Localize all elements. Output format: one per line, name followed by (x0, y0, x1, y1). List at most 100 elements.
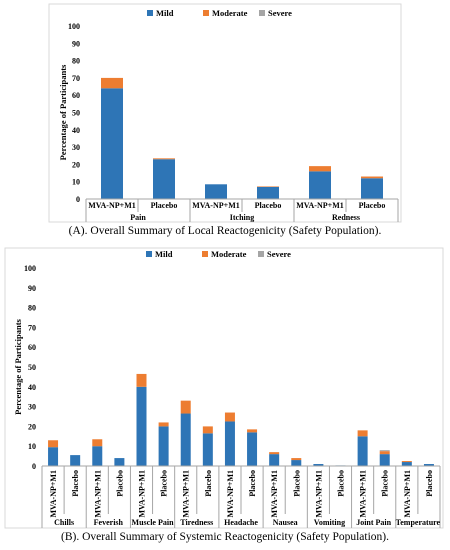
local-bar-mild (153, 159, 175, 199)
systemic-legend-swatch-mild (146, 251, 152, 257)
systemic-category-label: MVA-NP+M1 (49, 470, 58, 518)
systemic-bar-mild (224, 421, 235, 466)
systemic-category-label: Placebo (204, 470, 213, 497)
systemic-bar-mild (313, 464, 324, 466)
local-y-tick-label: 50 (72, 109, 80, 118)
local-legend-swatch-severe (259, 10, 265, 16)
systemic-group-label: Feverish (94, 518, 124, 527)
local-y-tick-label: 90 (72, 39, 80, 48)
systemic-y-tick-label: 30 (28, 403, 36, 412)
local-category-label: Placebo (151, 201, 178, 210)
chart-caption-systemic: (B). Overall Summary of Systemic Reactog… (61, 531, 389, 543)
systemic-bar-mild (379, 454, 390, 466)
systemic-bar-severe (379, 450, 390, 452)
systemic-category-label: Placebo (248, 470, 257, 497)
systemic-bar-mild (247, 432, 258, 466)
systemic-category-label: Placebo (381, 470, 390, 497)
local-bar-mild (205, 184, 227, 199)
systemic-bar-mild (114, 458, 125, 466)
systemic-bar-moderate (291, 458, 302, 461)
systemic-legend-label-severe: Severe (267, 249, 291, 259)
systemic-bar-moderate (357, 430, 368, 437)
systemic-bar-mild (291, 460, 302, 466)
systemic-y-tick-label: 70 (28, 323, 36, 332)
local-y-tick-label: 20 (72, 160, 80, 169)
systemic-bar-moderate (158, 422, 169, 427)
local-reactogenicity-chart: Mild Moderate Severe Percentage of Particip… (48, 3, 402, 223)
systemic-bar-moderate (180, 400, 191, 414)
systemic-bar-moderate (202, 426, 213, 434)
local-legend-swatch-mild (147, 10, 153, 16)
local-legend-label-mild: Mild (156, 8, 174, 18)
systemic-legend-swatch-moderate (202, 251, 208, 257)
local-y-tick-label: 60 (72, 91, 80, 100)
local-category-label: MVA-NP+M1 (192, 201, 240, 210)
local-bar-mild (101, 88, 123, 199)
local-bar-moderate (361, 176, 383, 179)
systemic-y-tick-label: 90 (28, 284, 36, 293)
local-y-tick-label: 40 (72, 126, 80, 135)
local-category-label: MVA-NP+M1 (88, 201, 136, 210)
systemic-group-label: Headache (224, 518, 258, 527)
systemic-bar-moderate (269, 452, 280, 455)
systemic-category-label: Placebo (160, 470, 169, 497)
local-bar-moderate (309, 166, 331, 172)
systemic-bar-moderate (379, 451, 390, 455)
systemic-legend-label-mild: Mild (155, 249, 173, 259)
systemic-category-label: Placebo (337, 470, 346, 497)
systemic-reactogenicity-chart: Mild Moderate Severe Percentage of Particip… (4, 247, 444, 529)
systemic-bar-mild (423, 464, 434, 466)
local-bar-mild (361, 178, 383, 199)
chart-panel-local: Mild Moderate Severe Percentage of Particip… (0, 0, 450, 244)
systemic-y-tick-label: 10 (28, 442, 36, 451)
systemic-bar-mild (158, 426, 169, 466)
systemic-bar-mild (180, 413, 191, 466)
systemic-category-label: MVA-NP+M1 (359, 470, 368, 518)
local-bar-mild (257, 186, 279, 199)
systemic-bar-mild (136, 386, 147, 466)
systemic-bar-moderate (48, 440, 59, 448)
systemic-category-label: MVA-NP+M1 (93, 470, 102, 518)
systemic-bar-moderate (92, 439, 103, 447)
systemic-bar-moderate (224, 412, 235, 422)
systemic-category-label: MVA-NP+M1 (226, 470, 235, 518)
systemic-bar-mild (70, 455, 81, 466)
local-legend-swatch-moderate (203, 10, 209, 16)
systemic-bar-mild (401, 462, 412, 466)
systemic-bar-moderate (401, 461, 412, 463)
local-bar-moderate (257, 186, 279, 187)
systemic-frame (4, 247, 444, 529)
systemic-y-tick-label: 20 (28, 422, 36, 431)
systemic-bar-mild (48, 447, 59, 466)
local-y-axis-label: Percentage of Participants (58, 64, 68, 160)
systemic-y-tick-label: 60 (28, 343, 36, 352)
systemic-group-label: Temperature (396, 518, 441, 527)
systemic-group-label: Chills (54, 518, 74, 527)
systemic-bar-mild (269, 454, 280, 466)
local-bar-moderate (101, 77, 123, 89)
systemic-group-label: Tiredness (180, 518, 213, 527)
systemic-y-tick-label: 100 (24, 264, 36, 273)
systemic-y-tick-label: 0 (32, 462, 36, 471)
local-frame (48, 3, 402, 223)
local-group-label: Itching (230, 213, 254, 222)
systemic-y-tick-label: 50 (28, 363, 36, 372)
local-bar-mild (309, 171, 331, 199)
chart-caption-local: (A). Overall Summary of Local Reactogeni… (68, 225, 382, 237)
local-legend-label-moderate: Moderate (212, 8, 248, 18)
systemic-bar-mild (92, 446, 103, 466)
local-y-tick-label: 100 (68, 22, 80, 31)
systemic-bar-mild (357, 436, 368, 466)
local-y-tick-label: 30 (72, 143, 80, 152)
systemic-bar-moderate (136, 373, 147, 387)
local-y-tick-label: 10 (72, 178, 80, 187)
local-y-tick-label: 0 (76, 195, 80, 204)
local-category-label: MVA-NP+M1 (296, 201, 344, 210)
local-category-label: Placebo (359, 201, 386, 210)
systemic-category-label: MVA-NP+M1 (270, 470, 279, 518)
systemic-group-label: Muscle Pain (132, 518, 175, 527)
systemic-category-label: Placebo (115, 470, 124, 497)
systemic-bar-moderate (247, 429, 258, 433)
systemic-y-tick-label: 80 (28, 304, 36, 313)
systemic-legend-label-moderate: Moderate (211, 249, 247, 259)
